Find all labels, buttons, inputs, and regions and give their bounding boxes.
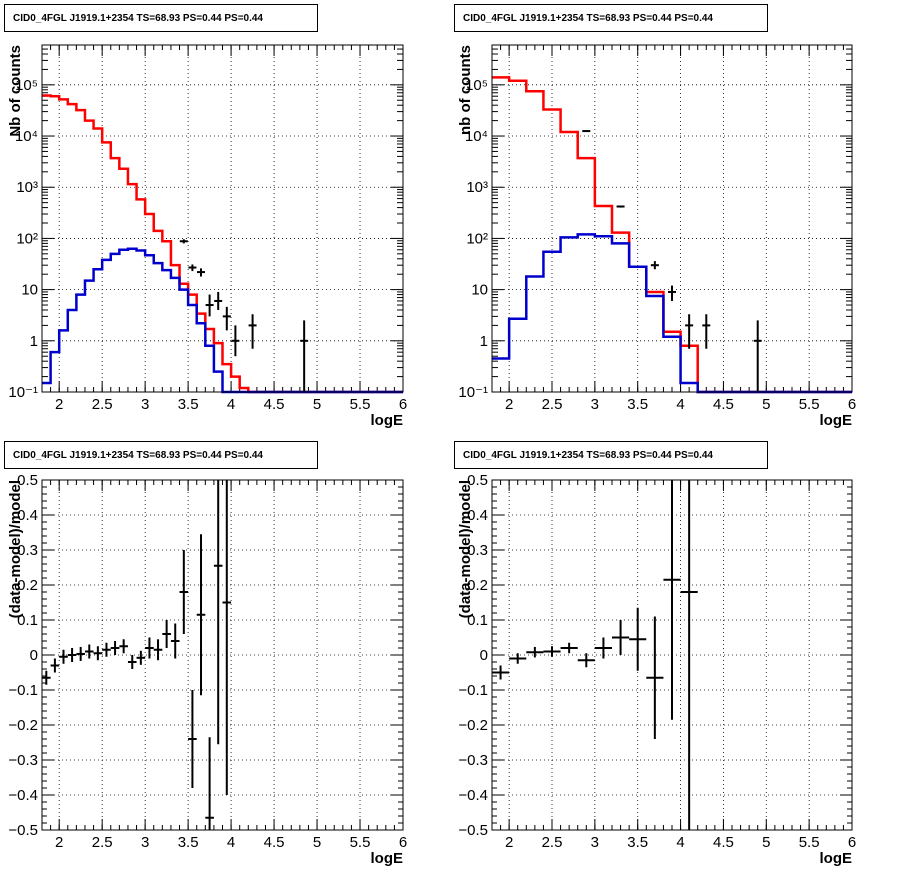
x-tick-label: 5.5 xyxy=(799,834,820,851)
y-tick-label: 10⁻¹ xyxy=(8,384,38,401)
x-tick-label: 4.5 xyxy=(713,834,734,851)
total-model-histogram xyxy=(42,94,403,394)
x-tick-label: 2 xyxy=(505,396,513,413)
x-axis-label: logE xyxy=(820,412,853,429)
x-axis-label: logE xyxy=(371,850,404,867)
x-tick-label: 5 xyxy=(313,834,321,851)
x-tick-label: 4 xyxy=(676,834,684,851)
y-tick-label: −0.3 xyxy=(458,752,488,769)
x-tick-label: 3.5 xyxy=(627,396,648,413)
x-tick-label: 2.5 xyxy=(542,834,563,851)
total-model-histogram xyxy=(492,76,852,394)
x-tick-label: 4 xyxy=(227,396,235,413)
pad-3: 2 2.5 3 3.5 4 4.5 5 5.5 6 −0.5 −0.4 −0.3 −0.2 −0.1 0 0.… xyxy=(7,472,407,867)
y-tick-label: 10⁵ xyxy=(465,77,488,94)
x-axis-label: logE xyxy=(371,412,404,429)
y-tick-label: 10³ xyxy=(16,179,38,196)
y-tick-label: 0 xyxy=(480,647,488,664)
plot-frame xyxy=(491,479,853,831)
x-tick-label: 2.5 xyxy=(92,834,113,851)
y-tick-label: 0.2 xyxy=(467,577,488,594)
plot-frame xyxy=(41,44,404,393)
x-tick-label: 5 xyxy=(762,396,770,413)
x-tick-label: 4.5 xyxy=(264,834,285,851)
x-tick-label: 6 xyxy=(399,396,407,413)
x-tick-label: 6 xyxy=(399,834,407,851)
y-tick-label: −0.4 xyxy=(458,787,488,804)
y-axis-label: (data-model)/model xyxy=(7,480,24,618)
y-tick-label: 0.1 xyxy=(467,612,488,629)
x-tick-label: 2 xyxy=(55,834,63,851)
x-tick-label: 6 xyxy=(848,834,856,851)
y-tick-label: 1 xyxy=(30,333,38,350)
x-tick-label: 3 xyxy=(591,834,599,851)
x-tick-label: 2 xyxy=(505,834,513,851)
y-tick-label: −0.5 xyxy=(458,822,488,839)
x-tick-label: 4.5 xyxy=(713,396,734,413)
y-tick-label: −0.5 xyxy=(8,822,38,839)
source-model-histogram xyxy=(492,233,852,394)
x-tick-label: 6 xyxy=(848,396,856,413)
y-axis-label: (data-model)/model xyxy=(457,480,474,618)
pad4-title: CID0_4FGL J1919.1+2354 TS=68.93 PS=0.44 … xyxy=(454,441,768,469)
plot-frame xyxy=(41,479,404,831)
x-tick-label: 5.5 xyxy=(350,834,371,851)
y-tick-label: 10 xyxy=(471,282,488,299)
y-tick-label: 10⁻¹ xyxy=(458,384,488,401)
x-tick-label: 3 xyxy=(591,396,599,413)
pad3-title: CID0_4FGL J1919.1+2354 TS=68.93 PS=0.44 … xyxy=(4,441,318,469)
x-tick-label: 2.5 xyxy=(92,396,113,413)
y-tick-label: 10⁴ xyxy=(15,128,38,145)
x-tick-label: 2 xyxy=(55,396,63,413)
y-tick-label: −0.4 xyxy=(8,787,38,804)
x-tick-label: 4 xyxy=(227,834,235,851)
pad2-title: CID0_4FGL J1919.1+2354 TS=68.93 PS=0.44 … xyxy=(454,4,768,32)
y-tick-label: 0.3 xyxy=(17,542,38,559)
x-tick-label: 4 xyxy=(676,396,684,413)
plot-frame xyxy=(491,44,853,393)
x-tick-label: 5.5 xyxy=(799,396,820,413)
x-tick-label: 2.5 xyxy=(542,396,563,413)
y-tick-label: 0.3 xyxy=(467,542,488,559)
y-tick-label: 0.1 xyxy=(17,612,38,629)
y-tick-label: 1 xyxy=(480,333,488,350)
x-tick-label: 5.5 xyxy=(350,396,371,413)
y-tick-label: 0.4 xyxy=(17,507,38,524)
y-tick-label: −0.2 xyxy=(8,717,38,734)
y-tick-label: −0.2 xyxy=(458,717,488,734)
y-tick-label: 0.5 xyxy=(17,472,38,489)
y-axis-label: nb of counts xyxy=(457,45,474,135)
y-tick-label: −0.3 xyxy=(8,752,38,769)
x-tick-label: 3.5 xyxy=(178,396,199,413)
y-tick-label: 10³ xyxy=(466,179,488,196)
y-tick-label: 0.4 xyxy=(467,507,488,524)
y-tick-label: 10⁵ xyxy=(15,77,38,94)
x-tick-label: 3 xyxy=(141,834,149,851)
y-tick-label: 0 xyxy=(30,647,38,664)
y-tick-label: −0.1 xyxy=(8,682,38,699)
source-model-histogram xyxy=(42,247,403,394)
pad-2: 2 2.5 3 3.5 4 4.5 5 5.5 6 10⁻¹ 1 10 10² 10³ 10⁴ 10⁵ logE… xyxy=(457,44,856,429)
y-axis-label: Nb of counts xyxy=(7,45,24,137)
x-tick-label: 3.5 xyxy=(178,834,199,851)
pad-4: 2 2.5 3 3.5 4 4.5 5 5.5 6 −0.5 −0.4 −0.3 −0.2 −0.1 0 0.… xyxy=(457,472,856,867)
x-axis-label: logE xyxy=(820,850,853,867)
x-tick-label: 3 xyxy=(141,396,149,413)
pad1-title: CID0_4FGL J1919.1+2354 TS=68.93 PS=0.44 … xyxy=(4,4,318,32)
y-tick-label: 0.5 xyxy=(467,472,488,489)
x-tick-label: 4.5 xyxy=(264,396,285,413)
y-tick-label: 10 xyxy=(21,282,38,299)
x-tick-label: 5 xyxy=(762,834,770,851)
y-tick-label: 0.2 xyxy=(17,577,38,594)
x-tick-label: 5 xyxy=(313,396,321,413)
y-tick-label: 10⁴ xyxy=(465,128,488,145)
x-tick-label: 3.5 xyxy=(627,834,648,851)
pad-1: 2 2.5 3 3.5 4 4.5 5 5.5 6 10⁻¹ 1 10 10² 10³ 10⁴ 10⁵ logE… xyxy=(7,44,407,429)
y-tick-label: −0.1 xyxy=(458,682,488,699)
y-tick-label: 10² xyxy=(16,230,38,247)
y-tick-label: 10² xyxy=(466,230,488,247)
